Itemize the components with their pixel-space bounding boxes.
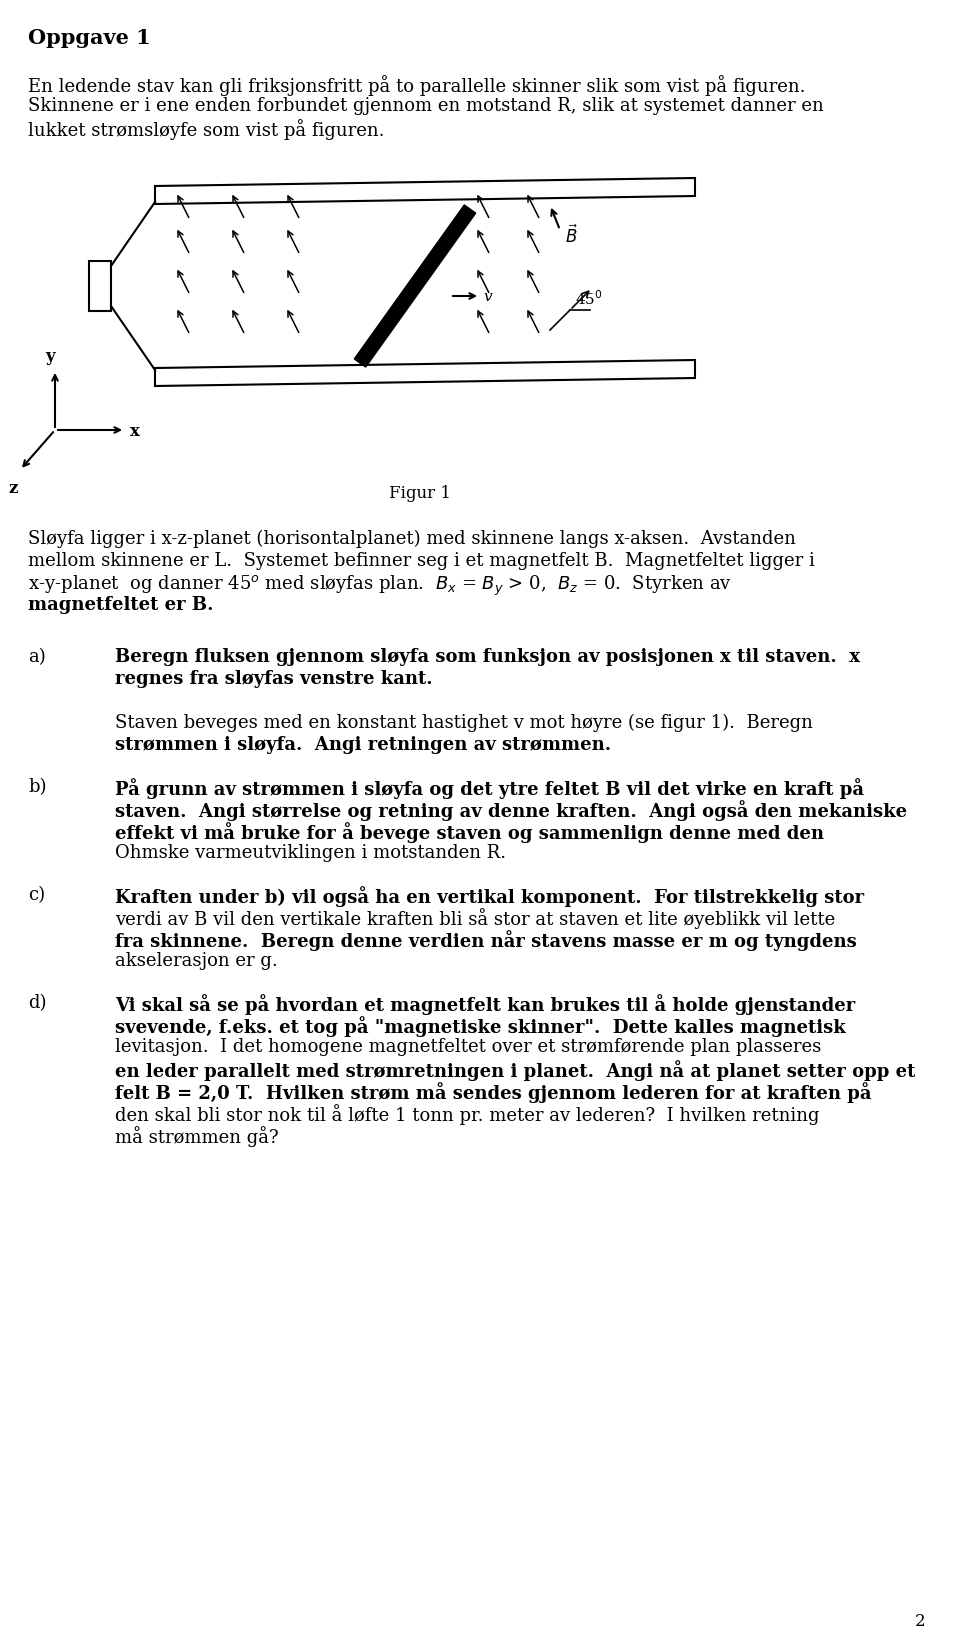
Text: regnes fra sløyfas venstre kant.: regnes fra sløyfas venstre kant. xyxy=(115,670,433,688)
Text: 2: 2 xyxy=(915,1614,925,1630)
Text: felt B = 2,0 T.  Hvilken strøm må sendes gjennom lederen for at kraften på: felt B = 2,0 T. Hvilken strøm må sendes … xyxy=(115,1082,872,1102)
Text: effekt vi må bruke for å bevege staven og sammenlign denne med den: effekt vi må bruke for å bevege staven o… xyxy=(115,822,824,843)
Text: Kraften under b) vil også ha en vertikal komponent.  For tilstrekkelig stor: Kraften under b) vil også ha en vertikal… xyxy=(115,886,864,908)
Text: Vi skal så se på hvordan et magnetfelt kan brukes til å holde gjenstander: Vi skal så se på hvordan et magnetfelt k… xyxy=(115,993,855,1015)
Text: Ohmske varmeutviklingen i motstanden R.: Ohmske varmeutviklingen i motstanden R. xyxy=(115,845,506,861)
Polygon shape xyxy=(354,205,476,366)
Text: fra skinnene.  Beregn denne verdien når stavens masse er m og tyngdens: fra skinnene. Beregn denne verdien når s… xyxy=(115,931,856,950)
Text: R: R xyxy=(92,277,108,295)
Text: en leder parallelt med strømretningen i planet.  Angi nå at planet setter opp et: en leder parallelt med strømretningen i … xyxy=(115,1059,916,1081)
Polygon shape xyxy=(155,360,695,386)
Text: akselerasjon er g.: akselerasjon er g. xyxy=(115,952,277,970)
Text: må strømmen gå?: må strømmen gå? xyxy=(115,1125,278,1147)
Text: Beregn fluksen gjennom sløyfa som funksjon av posisjonen x til staven.  x: Beregn fluksen gjennom sløyfa som funksj… xyxy=(115,648,860,667)
Text: c): c) xyxy=(28,886,45,904)
Text: Skinnene er i ene enden forbundet gjennom en motstand R, slik at systemet danner: Skinnene er i ene enden forbundet gjenno… xyxy=(28,97,824,116)
Text: 45$^0$: 45$^0$ xyxy=(575,289,603,309)
Text: En ledende stav kan gli friksjonsfritt på to parallelle skinner slik som vist på: En ledende stav kan gli friksjonsfritt p… xyxy=(28,74,805,96)
Text: x-y-planet  og danner 45$^o$ med sløyfas plan.  $B_x$ = $B_y$ > 0,  $B_z$ = 0.  : x-y-planet og danner 45$^o$ med sløyfas … xyxy=(28,574,732,599)
Text: staven.  Angi størrelse og retning av denne kraften.  Angi også den mekaniske: staven. Angi størrelse og retning av den… xyxy=(115,800,907,822)
Text: svevende, f.eks. et tog på "magnetiske skinner".  Dette kalles magnetisk: svevende, f.eks. et tog på "magnetiske s… xyxy=(115,1016,846,1036)
Bar xyxy=(89,261,111,310)
Text: verdi av B vil den vertikale kraften bli så stor at staven et lite øyeblikk vil : verdi av B vil den vertikale kraften bli… xyxy=(115,908,835,929)
Text: Figur 1: Figur 1 xyxy=(389,485,451,502)
Polygon shape xyxy=(155,178,695,205)
Text: a): a) xyxy=(28,648,46,667)
Text: $\vec{B}$: $\vec{B}$ xyxy=(565,224,578,247)
Text: Staven beveges med en konstant hastighet v mot høyre (se figur 1).  Beregn: Staven beveges med en konstant hastighet… xyxy=(115,714,813,733)
Text: På grunn av strømmen i sløyfa og det ytre feltet B vil det virke en kraft på: På grunn av strømmen i sløyfa og det ytr… xyxy=(115,779,864,799)
Text: z: z xyxy=(9,480,17,497)
Text: Oppgave 1: Oppgave 1 xyxy=(28,28,151,48)
Text: magnetfeltet er B.: magnetfeltet er B. xyxy=(28,596,213,614)
Text: den skal bli stor nok til å løfte 1 tonn pr. meter av lederen?  I hvilken retnin: den skal bli stor nok til å løfte 1 tonn… xyxy=(115,1104,820,1125)
Text: Sløyfa ligger i x-z-planet (horisontalplanet) med skinnene langs x-aksen.  Avsta: Sløyfa ligger i x-z-planet (horisontalpl… xyxy=(28,530,796,548)
Text: strømmen i sløyfa.  Angi retningen av strømmen.: strømmen i sløyfa. Angi retningen av str… xyxy=(115,736,612,754)
Text: lukket strømsløyfe som vist på figuren.: lukket strømsløyfe som vist på figuren. xyxy=(28,119,385,140)
Text: v: v xyxy=(483,290,492,304)
Text: y: y xyxy=(45,348,55,365)
Text: levitasjon.  I det homogene magnetfeltet over et strømførende plan plasseres: levitasjon. I det homogene magnetfeltet … xyxy=(115,1038,821,1056)
Text: x: x xyxy=(130,424,140,441)
Text: d): d) xyxy=(28,993,46,1011)
Text: mellom skinnene er L.  Systemet befinner seg i et magnetfelt B.  Magnetfeltet li: mellom skinnene er L. Systemet befinner … xyxy=(28,553,815,569)
Text: b): b) xyxy=(28,779,46,795)
